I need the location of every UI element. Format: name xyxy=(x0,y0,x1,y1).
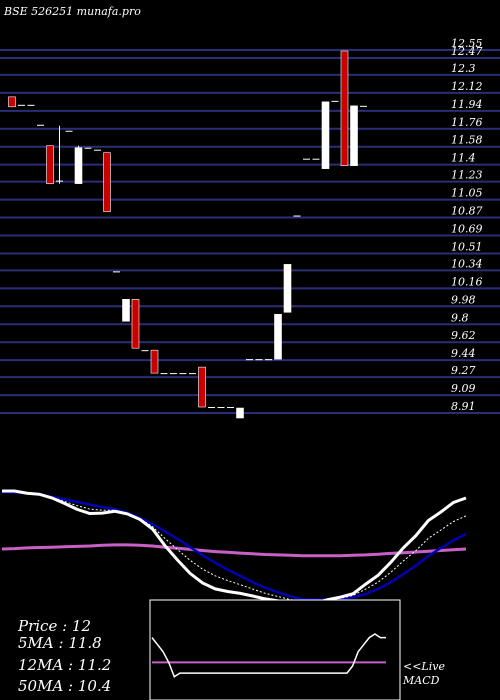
macd-frame xyxy=(149,599,401,700)
y-tick-label: 9.98 xyxy=(451,293,476,306)
ma5-line xyxy=(2,489,467,607)
candle-body xyxy=(131,299,140,349)
y-tick-label: 12.55 xyxy=(451,37,483,50)
ma12-line xyxy=(1,490,467,601)
candle-body xyxy=(27,104,35,106)
macd-live-label: <<Live xyxy=(403,660,445,673)
y-tick-label: 11.76 xyxy=(451,116,483,129)
y-tick-label: 12.12 xyxy=(451,80,483,93)
y-tick-label: 11.05 xyxy=(451,187,483,200)
candle-body xyxy=(321,101,330,169)
candles xyxy=(8,50,367,419)
candle-body xyxy=(113,271,120,273)
candle-body xyxy=(94,149,101,151)
macd-title-label: MACD xyxy=(402,674,440,687)
y-tick-label: 9.44 xyxy=(451,347,476,360)
y-tick-label: 10.34 xyxy=(451,257,483,270)
candle-body xyxy=(37,124,44,126)
y-tick-label: 10.51 xyxy=(451,240,483,253)
y-tick-label: 11.4 xyxy=(451,152,476,165)
candle-body xyxy=(84,147,92,149)
candle-body xyxy=(360,105,367,107)
moving-averages xyxy=(1,489,467,607)
y-tick-label: 9.8 xyxy=(451,311,469,324)
ma50-line xyxy=(1,543,467,558)
candle-body xyxy=(160,373,168,375)
candle-body xyxy=(65,130,73,132)
candle-body xyxy=(189,373,196,375)
candle-body xyxy=(217,407,225,409)
y-tick-label: 9.27 xyxy=(451,364,476,377)
y-tick-label: 12.47 xyxy=(451,45,483,58)
candle-body xyxy=(246,359,253,361)
candle-body xyxy=(103,152,111,212)
ma-dotted-line xyxy=(1,491,467,603)
stat-12ma: 12MA : 11.2 xyxy=(18,656,111,674)
candle-body xyxy=(170,373,177,375)
macd-panel xyxy=(149,599,401,700)
candle-body xyxy=(236,407,244,419)
candle-body xyxy=(331,100,339,102)
y-tick-label: 11.94 xyxy=(451,98,483,111)
candle-body xyxy=(293,215,301,217)
chart-title: BSE 526251 munafa.pro xyxy=(3,5,141,18)
candle-body xyxy=(227,407,234,409)
stats-panel: Price : 12 5MA : 11.8 12MA : 11.2 50MA :… xyxy=(17,617,111,695)
candle-body xyxy=(208,407,215,409)
candle-body xyxy=(198,366,206,408)
macd-lines xyxy=(151,633,386,678)
y-tick-label: 12.3 xyxy=(451,62,476,75)
y-tick-label: 9.62 xyxy=(451,329,476,342)
y-tick-label: 11.58 xyxy=(451,134,483,147)
candle-body xyxy=(74,147,83,184)
y-tick-label: 10.16 xyxy=(451,275,483,288)
macd-line xyxy=(151,633,386,678)
candle-body xyxy=(303,158,310,160)
y-tick-label: 10.87 xyxy=(451,205,483,218)
y-tick-label: 10.69 xyxy=(451,222,483,235)
candle-body xyxy=(46,145,54,184)
candle-body xyxy=(141,350,149,352)
candle-body xyxy=(56,180,63,182)
candle-body xyxy=(312,158,320,160)
candle-body xyxy=(179,373,187,375)
stat-price: Price : 12 xyxy=(17,617,91,635)
candle-body xyxy=(350,105,358,166)
stat-50ma: 50MA : 10.4 xyxy=(18,677,111,695)
y-tick-label: 11.23 xyxy=(451,169,483,182)
y-tick-label: 9.09 xyxy=(451,382,476,395)
stat-5ma: 5MA : 11.8 xyxy=(18,634,102,652)
candle-body xyxy=(255,359,263,361)
candle-body xyxy=(274,313,282,360)
price-grid xyxy=(0,48,500,415)
candle-body xyxy=(265,359,272,361)
y-tick-label: 8.91 xyxy=(451,400,476,413)
candle-body xyxy=(18,104,25,106)
candle-body xyxy=(283,264,292,313)
candle-body xyxy=(122,299,130,322)
candle-body xyxy=(340,50,349,166)
candle-body xyxy=(150,349,159,374)
candle-body xyxy=(8,96,16,108)
